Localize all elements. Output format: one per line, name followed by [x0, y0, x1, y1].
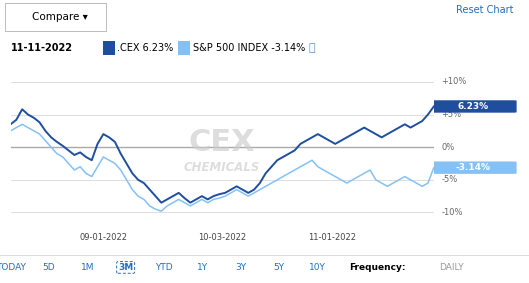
Text: DAILY: DAILY	[439, 263, 464, 272]
Text: 1M: 1M	[80, 263, 94, 272]
Bar	[103, 41, 115, 55]
Text: CEX: CEX	[189, 128, 256, 156]
Text: 3Y: 3Y	[235, 263, 247, 272]
Text: YTD: YTD	[155, 263, 173, 272]
Text: 6.23%: 6.23%	[457, 102, 488, 111]
Text: -3.14%: -3.14%	[455, 163, 490, 172]
Text: +5%: +5%	[441, 110, 461, 119]
Text: +10%: +10%	[441, 77, 467, 86]
Text: 3M: 3M	[118, 263, 133, 272]
Bar	[178, 41, 190, 55]
FancyBboxPatch shape	[429, 100, 517, 113]
Text: Frequency:: Frequency:	[349, 263, 406, 272]
FancyBboxPatch shape	[429, 162, 517, 174]
Text: .CEX 6.23%: .CEX 6.23%	[117, 43, 174, 53]
Text: Reset Chart: Reset Chart	[455, 5, 513, 15]
Text: 11-11-2022: 11-11-2022	[11, 43, 72, 53]
Text: -5%: -5%	[441, 175, 458, 184]
Text: -10%: -10%	[441, 208, 463, 217]
Text: TODAY: TODAY	[0, 263, 25, 272]
Text: 1Y: 1Y	[197, 263, 208, 272]
FancyBboxPatch shape	[5, 3, 106, 31]
Text: ⓧ: ⓧ	[309, 43, 316, 53]
Text: Compare ▾: Compare ▾	[32, 12, 88, 22]
Text: 5D: 5D	[43, 263, 55, 272]
Text: 10Y: 10Y	[309, 263, 326, 272]
Text: S&P 500 INDEX -3.14%: S&P 500 INDEX -3.14%	[193, 43, 305, 53]
Text: CHEMICALS: CHEMICALS	[184, 161, 260, 174]
Text: 5Y: 5Y	[273, 263, 285, 272]
Text: 0%: 0%	[441, 143, 454, 152]
